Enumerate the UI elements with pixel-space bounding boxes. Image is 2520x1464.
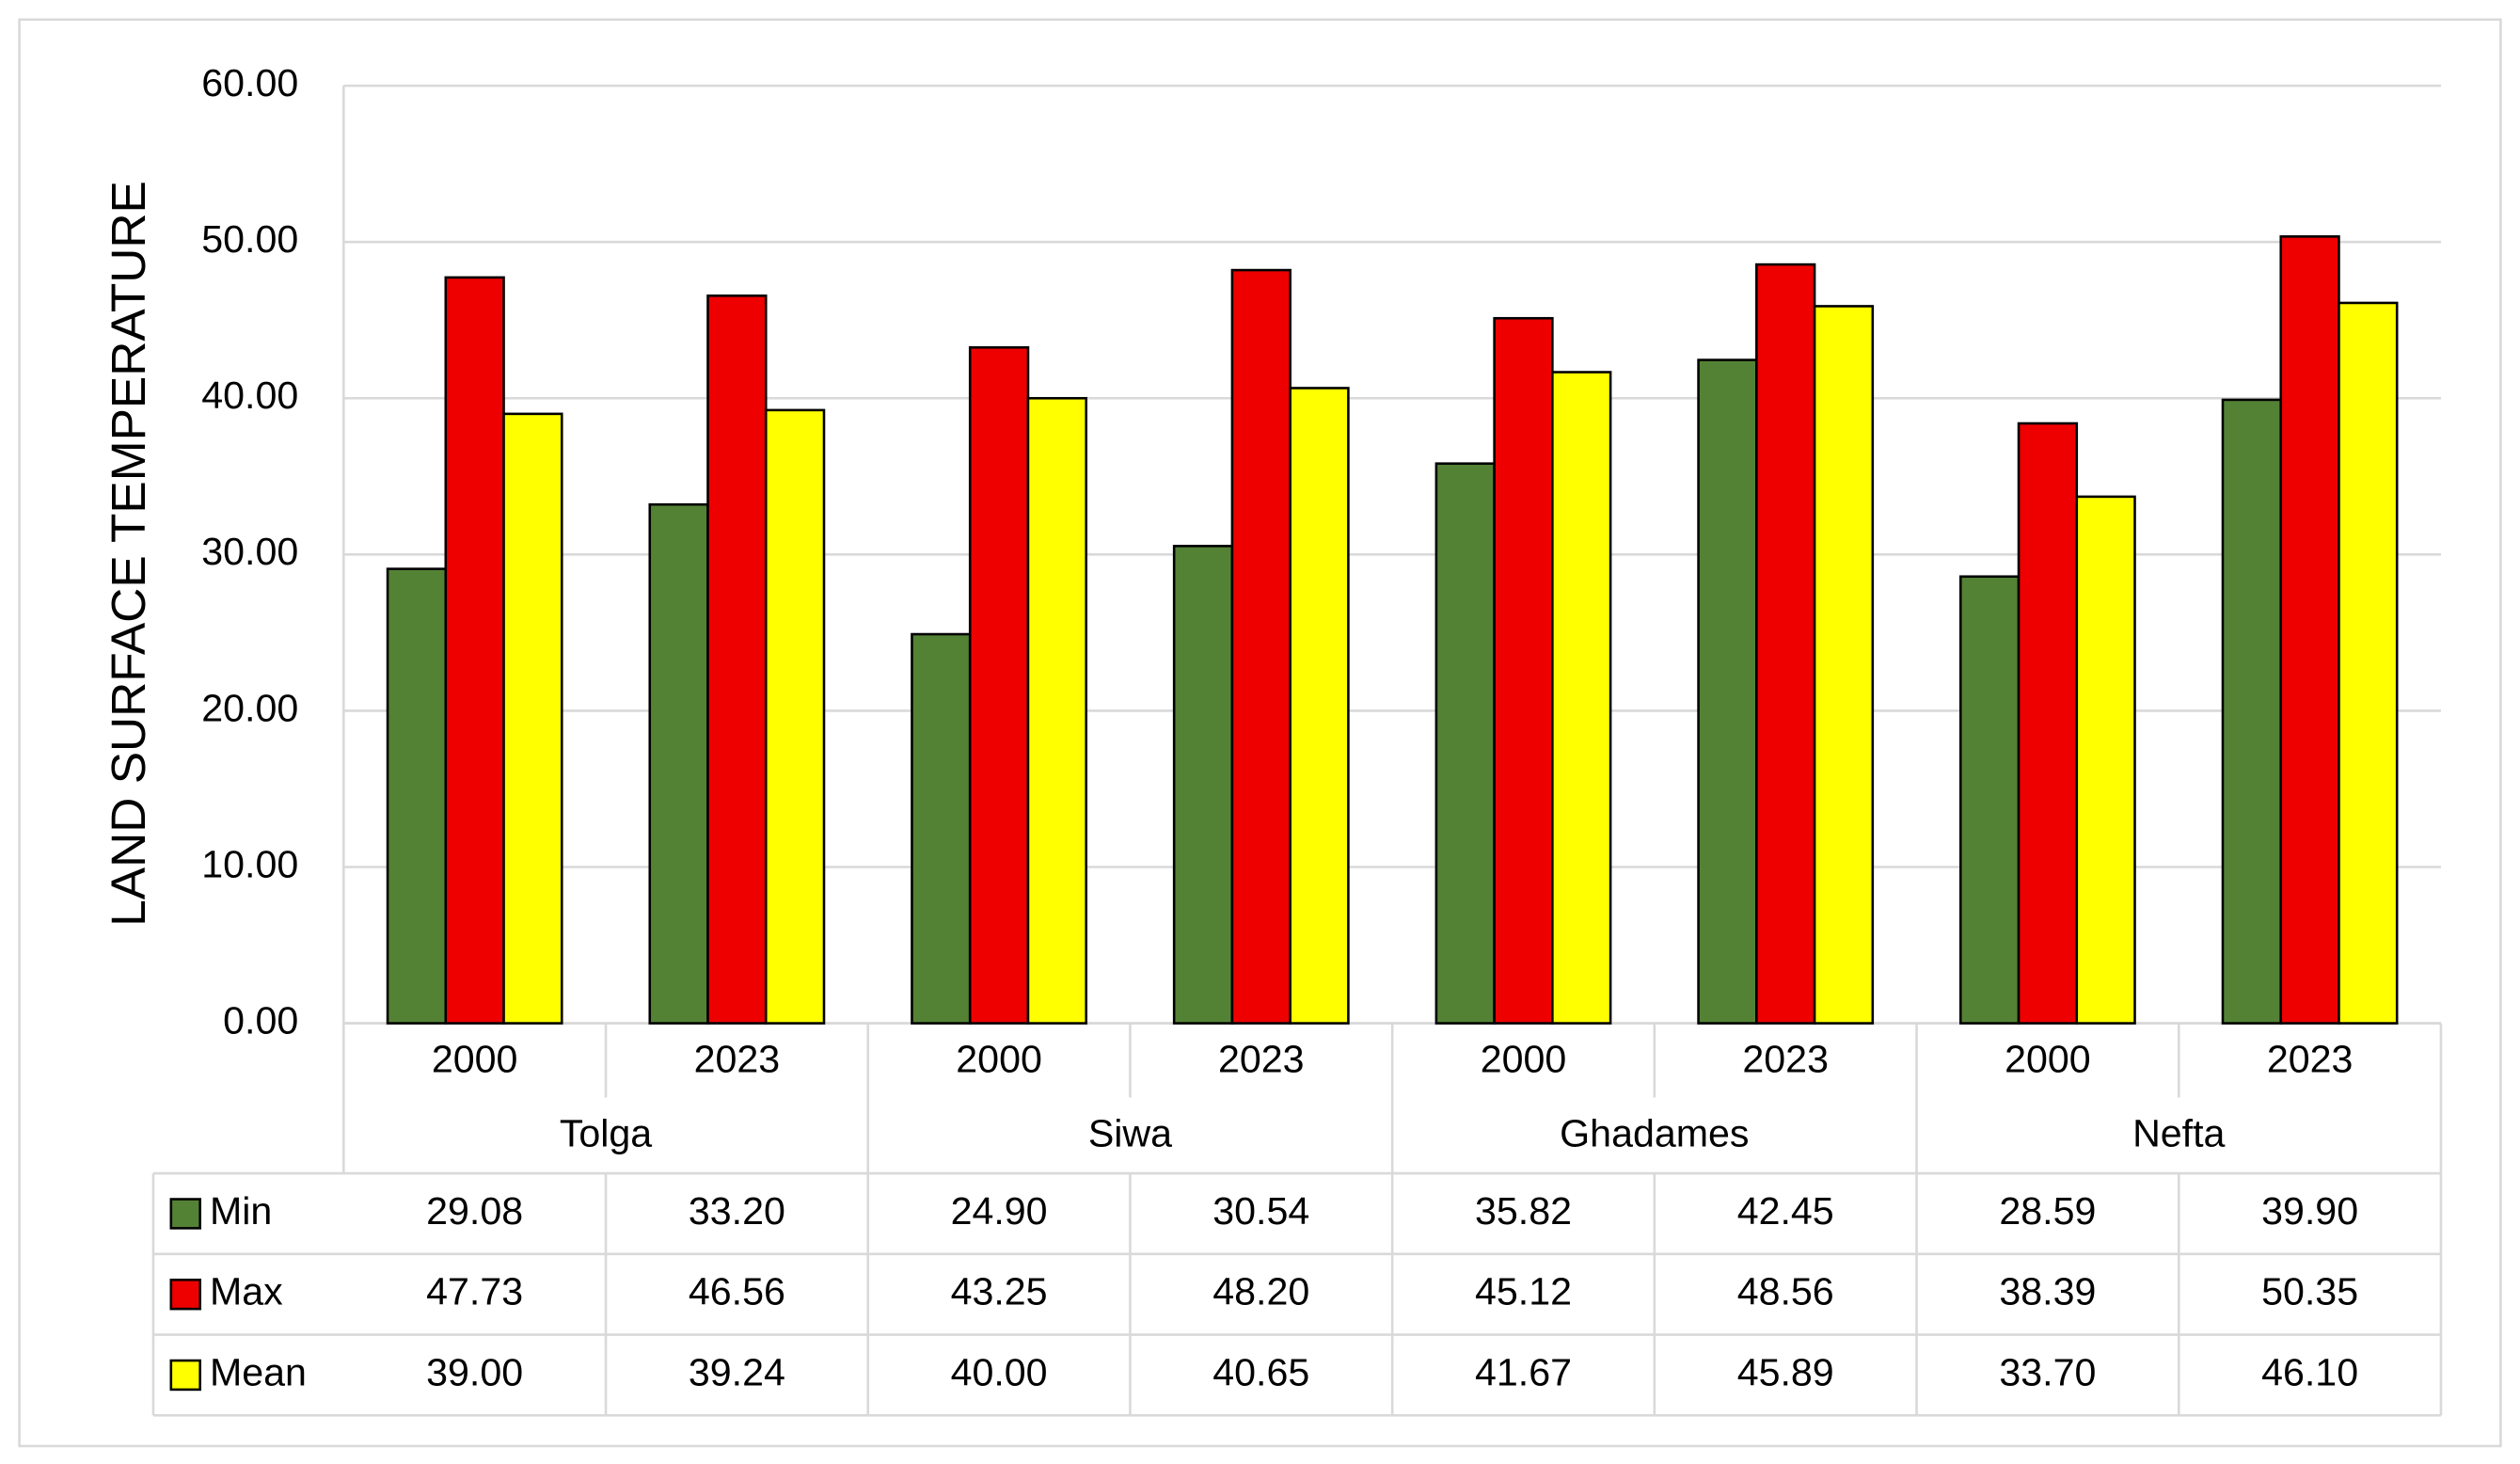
table-value: 45.89	[1737, 1350, 1834, 1393]
table-value: 35.82	[1475, 1189, 1572, 1233]
table-value: 48.56	[1737, 1270, 1834, 1313]
y-tick-label: 10.00	[201, 842, 298, 885]
table-value: 24.90	[951, 1189, 1048, 1233]
table-value: 38.39	[1999, 1270, 2096, 1313]
legend-label: Min	[210, 1189, 272, 1233]
group-label: Tolga	[560, 1112, 652, 1155]
legend-key	[169, 1278, 201, 1311]
bar	[648, 502, 709, 1025]
x-tick-label: 2000	[956, 1038, 1042, 1081]
bar	[2338, 301, 2399, 1025]
y-tick-label: 0.00	[223, 998, 298, 1042]
x-tick-label: 2023	[2267, 1038, 2354, 1081]
x-tick-label: 2000	[432, 1038, 518, 1081]
bar	[1230, 268, 1292, 1025]
y-tick-label: 60.00	[201, 61, 298, 104]
legend-label: Mean	[210, 1350, 307, 1393]
bar	[1289, 387, 1350, 1025]
table-value: 50.35	[2261, 1270, 2358, 1313]
y-tick-label: 50.00	[201, 217, 298, 261]
legend-key	[169, 1359, 201, 1392]
bar	[2279, 235, 2340, 1025]
bar	[968, 345, 1030, 1025]
table-value: 28.59	[1999, 1189, 2096, 1233]
x-tick-label: 2000	[2005, 1038, 2091, 1081]
table-value: 41.67	[1475, 1350, 1572, 1393]
table-value: 46.10	[2261, 1350, 2358, 1393]
table-value: 39.24	[689, 1350, 785, 1393]
table-value: 39.00	[426, 1350, 523, 1393]
bar	[1172, 545, 1234, 1025]
table-value: 45.12	[1475, 1270, 1572, 1313]
legend-key	[169, 1198, 201, 1230]
table-value: 33.20	[689, 1189, 785, 1233]
y-axis-label: LAND SURFACE TEMPERATURE	[101, 181, 155, 927]
table-value: 29.08	[426, 1189, 523, 1233]
table-value: 39.90	[2261, 1189, 2358, 1233]
table-value: 48.20	[1212, 1270, 1309, 1313]
bar	[1551, 371, 1612, 1025]
bar	[444, 276, 505, 1025]
bar	[1755, 263, 1816, 1025]
bar	[1493, 316, 1554, 1025]
group-label: Ghadames	[1560, 1112, 1749, 1155]
group-label: Nefta	[2132, 1112, 2225, 1155]
table-value: 47.73	[426, 1270, 523, 1313]
x-tick-label: 2023	[1742, 1038, 1829, 1081]
y-tick-label: 40.00	[201, 374, 298, 417]
bar	[1434, 462, 1496, 1025]
table-value: 42.45	[1737, 1189, 1834, 1233]
bar	[2017, 422, 2079, 1025]
group-label: Siwa	[1088, 1112, 1172, 1155]
bar	[1026, 396, 1087, 1025]
table-value: 40.65	[1212, 1350, 1309, 1393]
table-value: 43.25	[951, 1270, 1048, 1313]
x-tick-label: 2023	[1218, 1038, 1305, 1081]
bar	[2075, 495, 2136, 1025]
y-tick-label: 30.00	[201, 530, 298, 573]
bar	[386, 567, 448, 1025]
table-value: 46.56	[689, 1270, 785, 1313]
bar	[1813, 305, 1875, 1025]
x-tick-label: 2000	[1481, 1038, 1567, 1081]
x-tick-label: 2023	[694, 1038, 781, 1081]
legend-label: Max	[210, 1270, 283, 1313]
bar	[502, 412, 563, 1025]
bar	[764, 408, 826, 1025]
bar	[1697, 358, 1758, 1025]
table-value: 40.00	[951, 1350, 1048, 1393]
bar	[1958, 575, 2021, 1025]
bar	[911, 632, 972, 1025]
bar	[706, 294, 768, 1025]
table-value: 33.70	[1999, 1350, 2096, 1393]
y-tick-label: 20.00	[201, 686, 298, 729]
table-value: 30.54	[1212, 1189, 1309, 1233]
bar	[2221, 398, 2283, 1025]
